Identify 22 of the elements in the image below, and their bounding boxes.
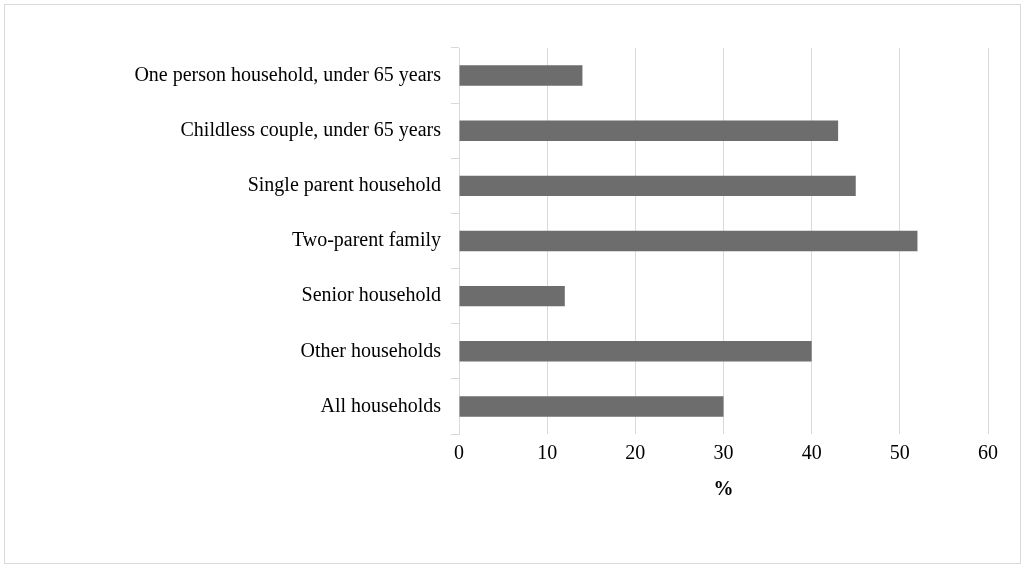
x-tick-label: 50 — [889, 441, 910, 464]
y-tick-label: Single parent household — [247, 173, 441, 197]
bar — [459, 175, 856, 197]
x-tick-label: 10 — [537, 441, 558, 464]
bar — [459, 230, 918, 252]
x-tick-label: 30 — [713, 441, 734, 464]
bar — [459, 341, 812, 362]
y-tick-label: Senior household — [301, 283, 441, 306]
x-axis-title: % — [713, 477, 734, 500]
y-tick-label: Other households — [300, 338, 442, 361]
bar — [459, 65, 583, 86]
y-tick-label: All households — [320, 393, 442, 416]
bar — [459, 396, 724, 417]
x-tick-label: 40 — [801, 441, 822, 464]
x-tick-label: 0 — [454, 441, 464, 464]
x-tick-label: 60 — [978, 441, 998, 464]
x-tick-label: 20 — [625, 441, 646, 464]
y-tick-label: One person household, under 65 years — [134, 62, 442, 86]
y-tick-label: Two-parent family — [291, 228, 441, 252]
y-tick-label: Childless couple, under 65 years — [180, 117, 442, 141]
bar — [459, 285, 565, 307]
bar — [459, 120, 839, 141]
